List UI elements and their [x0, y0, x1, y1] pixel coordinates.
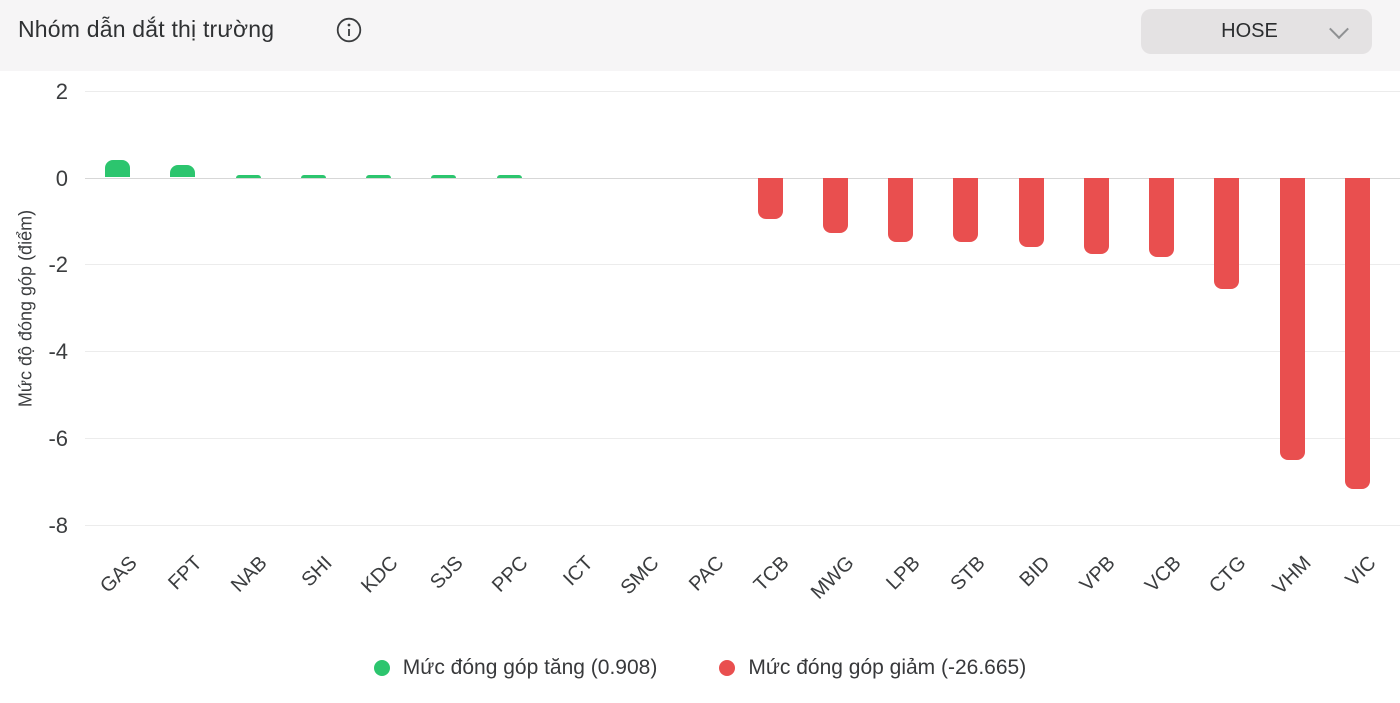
legend-dot-decrease-icon [719, 660, 736, 676]
chart-legend: Mức đóng góp tăng (0.908) Mức đóng góp g… [0, 656, 1400, 680]
bar-VCB[interactable] [1149, 177, 1175, 258]
legend-label-decrease: Mức đóng góp giảm (-26.665) [748, 656, 1027, 679]
x-tick-label-LPB: LPB [881, 552, 925, 595]
y-tick-label: -8 [48, 512, 68, 538]
x-tick-label-SJS: SJS [425, 552, 468, 594]
x-tick-label-SHI: SHI [297, 552, 337, 592]
x-tick-label-MWG: MWG [807, 552, 859, 604]
bar-CTG[interactable] [1214, 177, 1240, 290]
x-tick-label-NAB: NAB [227, 552, 272, 597]
bar-GAS[interactable] [105, 160, 131, 178]
bar-FPT[interactable] [170, 165, 196, 178]
y-tick-label: 2 [55, 78, 68, 104]
gridline [85, 524, 1400, 526]
y-axis-title: Mức độ đóng góp (điểm) [15, 209, 36, 408]
x-tick-label-SMC: SMC [616, 552, 664, 599]
x-tick-label-STB: STB [946, 552, 990, 596]
bar-SHI[interactable] [300, 174, 326, 178]
x-tick-label-VPB: VPB [1076, 552, 1120, 596]
x-tick-label-FPT: FPT [164, 552, 207, 595]
bar-KDC[interactable] [366, 174, 392, 178]
gridline [85, 351, 1400, 353]
x-tick-label-CTG: CTG [1205, 552, 1251, 598]
bar-VPB[interactable] [1083, 177, 1109, 254]
x-tick-label-BID: BID [1015, 552, 1055, 592]
bar-MWG[interactable] [822, 177, 848, 233]
x-tick-label-PAC: PAC [684, 552, 729, 596]
gridline [85, 437, 1400, 439]
info-icon[interactable] [336, 17, 362, 43]
bar-LPB[interactable] [888, 177, 914, 242]
bar-STB[interactable] [953, 177, 979, 243]
exchange-select[interactable]: HOSE [1141, 9, 1372, 54]
bar-BID[interactable] [1018, 177, 1044, 247]
bar-VIC[interactable] [1344, 177, 1370, 489]
x-tick-label-VIC: VIC [1341, 552, 1381, 592]
chevron-down-icon [1329, 18, 1349, 39]
legend-item-decrease[interactable]: Mức đóng góp giảm (-26.665) [719, 656, 1026, 680]
zero-axis-line [85, 177, 1400, 179]
x-tick-label-KDC: KDC [356, 552, 403, 598]
x-tick-label-ICT: ICT [559, 552, 598, 591]
y-tick-label: -6 [48, 425, 68, 451]
y-tick-label: 0 [55, 165, 68, 191]
legend-dot-increase-icon [373, 660, 390, 676]
bar-TCB[interactable] [757, 177, 783, 220]
gridline [85, 264, 1400, 266]
x-tick-label-VHM: VHM [1268, 552, 1316, 599]
y-tick-label: -2 [48, 252, 68, 278]
exchange-select-value: HOSE [1221, 20, 1278, 42]
gridline [85, 90, 1400, 92]
card-header: Nhóm dẫn dắt thị trường HOSE [0, 0, 1400, 71]
y-tick-label: -4 [48, 339, 68, 365]
x-tick-label-VCB: VCB [1140, 552, 1186, 597]
bar-VHM[interactable] [1279, 177, 1305, 461]
bar-SJS[interactable] [431, 174, 457, 178]
bar-PPC[interactable] [496, 174, 522, 178]
x-tick-label-TCB: TCB [749, 552, 794, 596]
bar-NAB[interactable] [235, 174, 261, 178]
card-title: Nhóm dẫn dắt thị trường [18, 16, 275, 42]
legend-item-increase[interactable]: Mức đóng góp tăng (0.908) [373, 656, 658, 680]
x-tick-label-GAS: GAS [95, 552, 142, 598]
x-tick-label-PPC: PPC [488, 552, 533, 597]
legend-label-increase: Mức đóng góp tăng (0.908) [402, 656, 658, 679]
